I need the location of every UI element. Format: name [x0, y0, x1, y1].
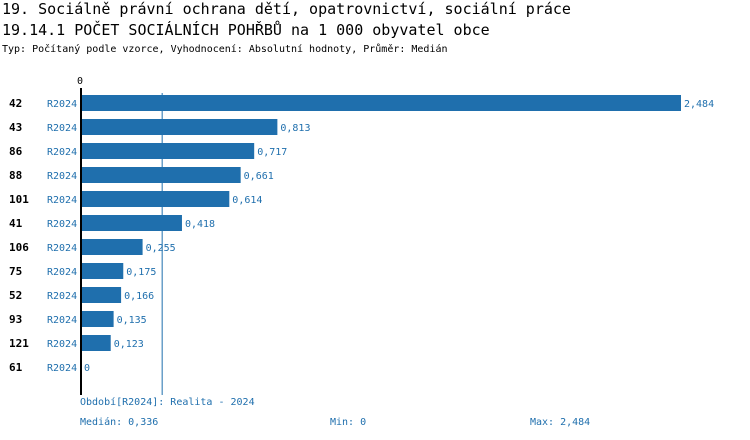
value-label: 0,717 — [257, 147, 287, 158]
value-label: 0,813 — [280, 123, 310, 134]
chart-title-line1: 19. Sociálně právní ochrana dětí, opatro… — [2, 0, 571, 18]
footer-min: Min: 0 — [330, 417, 367, 428]
footer-period: Období[R2024]: Realita - 2024 — [80, 397, 255, 408]
value-label: 0,123 — [114, 339, 144, 350]
value-label: 0,614 — [232, 195, 262, 206]
series-code-label: R2024 — [47, 219, 77, 230]
value-label: 0,418 — [185, 219, 215, 230]
series-code-label: R2024 — [47, 339, 77, 350]
series-code-label: R2024 — [47, 267, 77, 278]
category-label: 52 — [9, 289, 22, 302]
chart-subtitle: Typ: Počítaný podle vzorce, Vyhodnocení:… — [2, 44, 448, 55]
series-code-label: R2024 — [47, 147, 77, 158]
bar — [81, 287, 122, 303]
series-code-label: R2024 — [47, 291, 77, 302]
bar — [81, 239, 143, 255]
series-code-label: R2024 — [47, 243, 77, 254]
value-label: 0,255 — [146, 243, 176, 254]
value-label: 0,661 — [244, 171, 274, 182]
bar — [81, 191, 230, 207]
footer-max: Max: 2,484 — [530, 417, 591, 428]
category-label: 101 — [9, 193, 29, 206]
category-label: 121 — [9, 337, 29, 350]
series-code-label: R2024 — [47, 315, 77, 326]
footer-median: Medián: 0,336 — [80, 417, 159, 428]
series-code-label: R2024 — [47, 195, 77, 206]
category-label: 61 — [9, 361, 23, 374]
category-label: 86 — [9, 145, 23, 158]
series-code-label: R2024 — [47, 363, 77, 374]
value-label: 0,166 — [124, 291, 154, 302]
category-label: 75 — [9, 265, 22, 278]
bar — [81, 167, 241, 183]
value-label: 0,135 — [117, 315, 147, 326]
category-label: 106 — [9, 241, 29, 254]
bar — [81, 311, 114, 327]
bar — [81, 215, 182, 231]
value-label: 0 — [84, 363, 90, 374]
bar — [81, 335, 111, 351]
category-label: 88 — [9, 169, 22, 182]
category-label: 43 — [9, 121, 22, 134]
series-code-label: R2024 — [47, 171, 77, 182]
series-code-label: R2024 — [47, 99, 77, 110]
category-label: 42 — [9, 97, 22, 110]
chart-title-line2: 19.14.1 POČET SOCIÁLNÍCH POHŘBŮ na 1 000… — [2, 21, 490, 39]
bar — [81, 263, 124, 279]
value-label: 0,175 — [126, 267, 156, 278]
series-code-label: R2024 — [47, 123, 77, 134]
category-label: 41 — [9, 217, 23, 230]
value-label: 2,484 — [684, 99, 714, 110]
category-label: 93 — [9, 313, 22, 326]
axis-zero-label: 0 — [77, 76, 83, 87]
bar — [81, 119, 278, 135]
bar — [81, 143, 255, 159]
bar — [81, 95, 681, 111]
